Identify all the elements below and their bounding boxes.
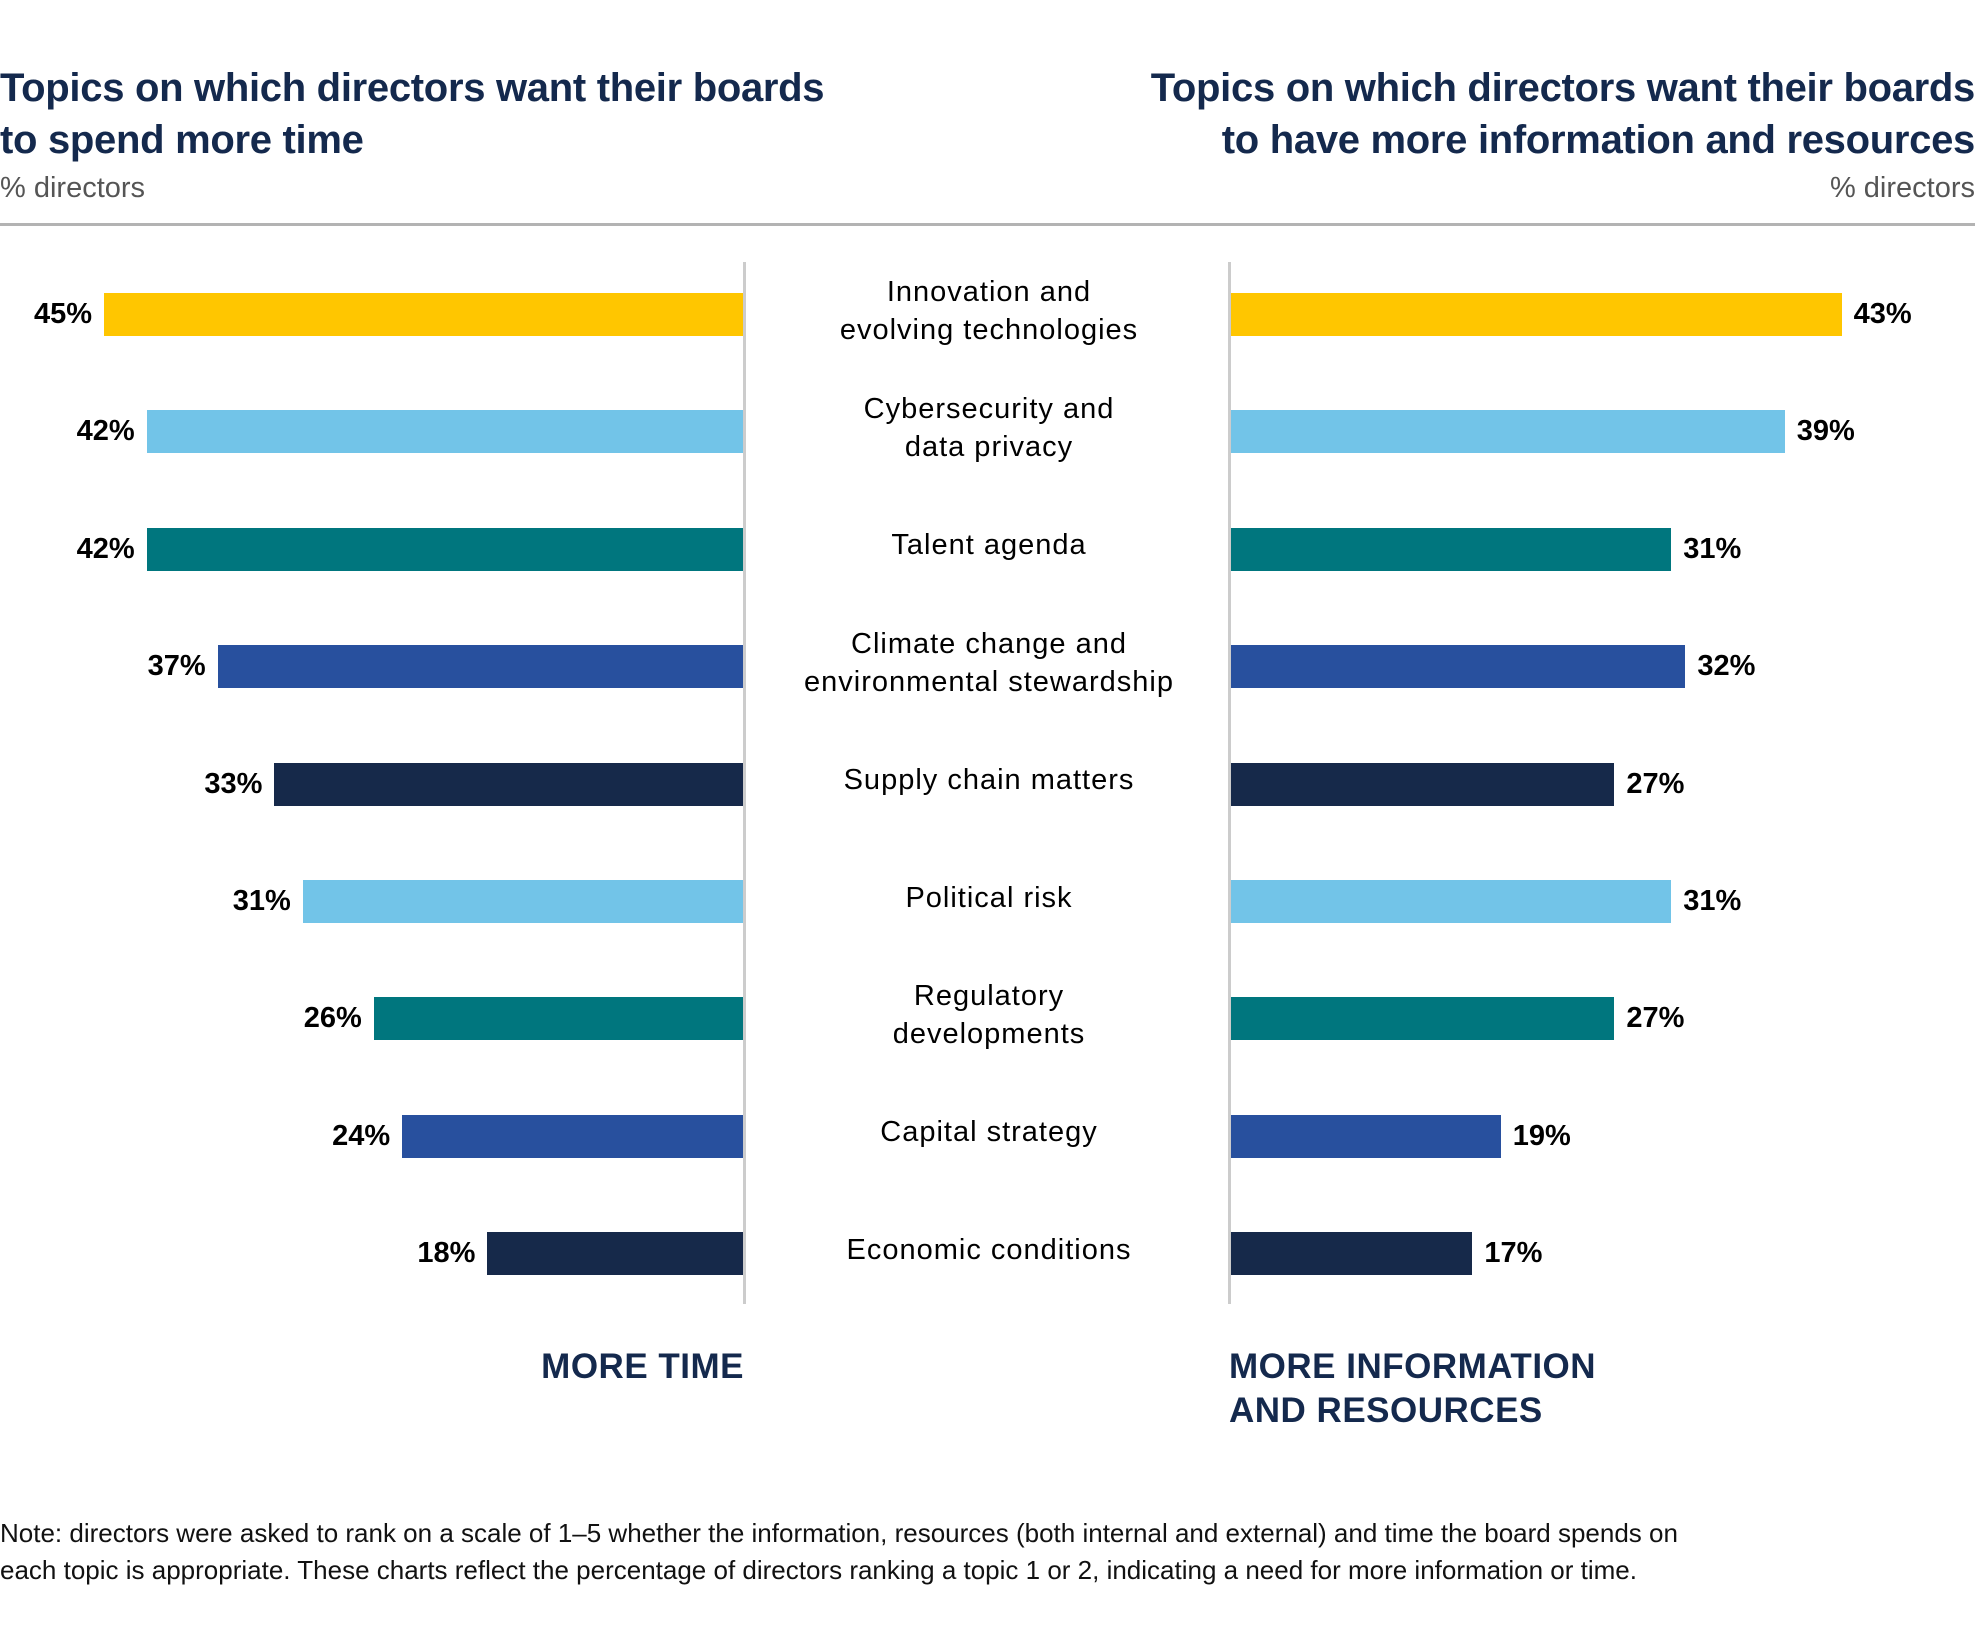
bar-more-time (104, 293, 743, 336)
category-label: Supply chain matters (750, 737, 1228, 823)
more-info-label: MORE INFORMATION AND RESOURCES (1229, 1345, 1596, 1433)
bar-more-information (1231, 997, 1615, 1041)
right-title-line2: to have more information and resources (1221, 118, 1975, 162)
bar-more-information (1231, 645, 1686, 689)
bar-more-information (1231, 880, 1672, 923)
category-label-line: evolving technologies (839, 313, 1139, 346)
bar-more-information (1231, 1114, 1501, 1158)
value-label-more-information: 17% (1484, 1237, 1543, 1270)
bar-more-time (487, 1232, 743, 1276)
value-label-more-time: 18% (417, 1237, 476, 1270)
category-label: Capital strategy (750, 1089, 1228, 1175)
value-label-more-time: 37% (147, 650, 206, 683)
right-axis-line (1228, 262, 1231, 1304)
left-chart-title: Topics on which directors want their boa… (0, 62, 825, 166)
value-label-more-information: 27% (1626, 767, 1685, 800)
bar-more-time (217, 645, 743, 689)
footnote-line1: Note: directors were asked to rank on a … (0, 1518, 1678, 1548)
bar-more-information (1231, 410, 1785, 454)
bar-more-information (1231, 762, 1615, 806)
bar-more-information (1231, 527, 1672, 571)
category-label-line: Regulatory (913, 979, 1065, 1012)
more-info-label-line2: AND RESOURCES (1229, 1391, 1543, 1430)
footnote-line2: each topic is appropriate. These charts … (0, 1555, 1637, 1585)
value-label-more-time: 42% (76, 415, 135, 448)
bar-more-time (402, 1114, 743, 1158)
category-label-line: developments (892, 1017, 1086, 1050)
category-label-line: Capital strategy (880, 1116, 1098, 1149)
value-label-more-time: 33% (204, 767, 263, 800)
category-label-line: Economic conditions (846, 1233, 1132, 1266)
value-label-more-time: 31% (232, 885, 291, 917)
category-label-line: Climate change and (851, 627, 1127, 660)
left-chart-subtitle: % directors (0, 172, 146, 204)
category-label: Political risk (750, 855, 1228, 941)
category-label: Cybersecurity and data privacy (750, 385, 1228, 471)
bar-more-time (146, 410, 743, 454)
bar-more-time (302, 880, 743, 923)
value-label-more-information: 27% (1626, 1002, 1685, 1035)
value-label-more-time: 24% (332, 1119, 391, 1152)
category-label: Regulatory developments (750, 972, 1228, 1058)
bar-more-time (146, 527, 743, 571)
category-label-line: data privacy (904, 430, 1074, 463)
value-label-more-information: 39% (1796, 415, 1855, 448)
left-axis-line (743, 262, 746, 1304)
value-label-more-time: 45% (33, 298, 92, 330)
value-label-more-time: 42% (76, 532, 135, 565)
more-info-label-line1: MORE INFORMATION (1229, 1347, 1597, 1386)
value-label-more-information: 32% (1697, 650, 1756, 683)
category-label: Economic conditions (750, 1207, 1228, 1293)
value-label-more-information: 31% (1683, 885, 1742, 917)
header-divider (0, 223, 1975, 226)
category-label: Innovation and evolving technologies (750, 268, 1228, 354)
category-label-line: Supply chain matters (843, 764, 1135, 797)
right-chart-subtitle: % directors (1829, 172, 1975, 204)
bar-more-time (373, 997, 743, 1041)
footnote: Note: directors were asked to rank on a … (0, 1515, 1975, 1589)
right-chart-title: Topics on which directors want their boa… (1151, 62, 1975, 166)
category-label-line: environmental stewardship (804, 665, 1174, 698)
value-label-more-information: 43% (1853, 298, 1912, 330)
right-title-line1: Topics on which directors want their boa… (1150, 66, 1975, 110)
category-label-line: Innovation and (886, 275, 1092, 308)
category-label-line: Political risk (905, 881, 1073, 914)
left-title-line1: Topics on which directors want their boa… (0, 66, 825, 110)
bar-more-information (1231, 293, 1842, 336)
bar-more-information (1231, 1232, 1473, 1276)
category-label-line: Cybersecurity and (863, 392, 1115, 425)
left-title-line2: to spend more time (0, 118, 364, 162)
value-label-more-information: 31% (1683, 532, 1742, 565)
category-label: Talent agenda (750, 502, 1228, 588)
more-time-label: MORE TIME (541, 1347, 744, 1386)
category-label-line: Talent agenda (891, 529, 1087, 562)
value-label-more-information: 19% (1512, 1119, 1571, 1152)
value-label-more-time: 26% (303, 1002, 362, 1035)
bar-more-time (274, 762, 743, 806)
category-label: Climate change and environmental stewards… (750, 620, 1228, 706)
